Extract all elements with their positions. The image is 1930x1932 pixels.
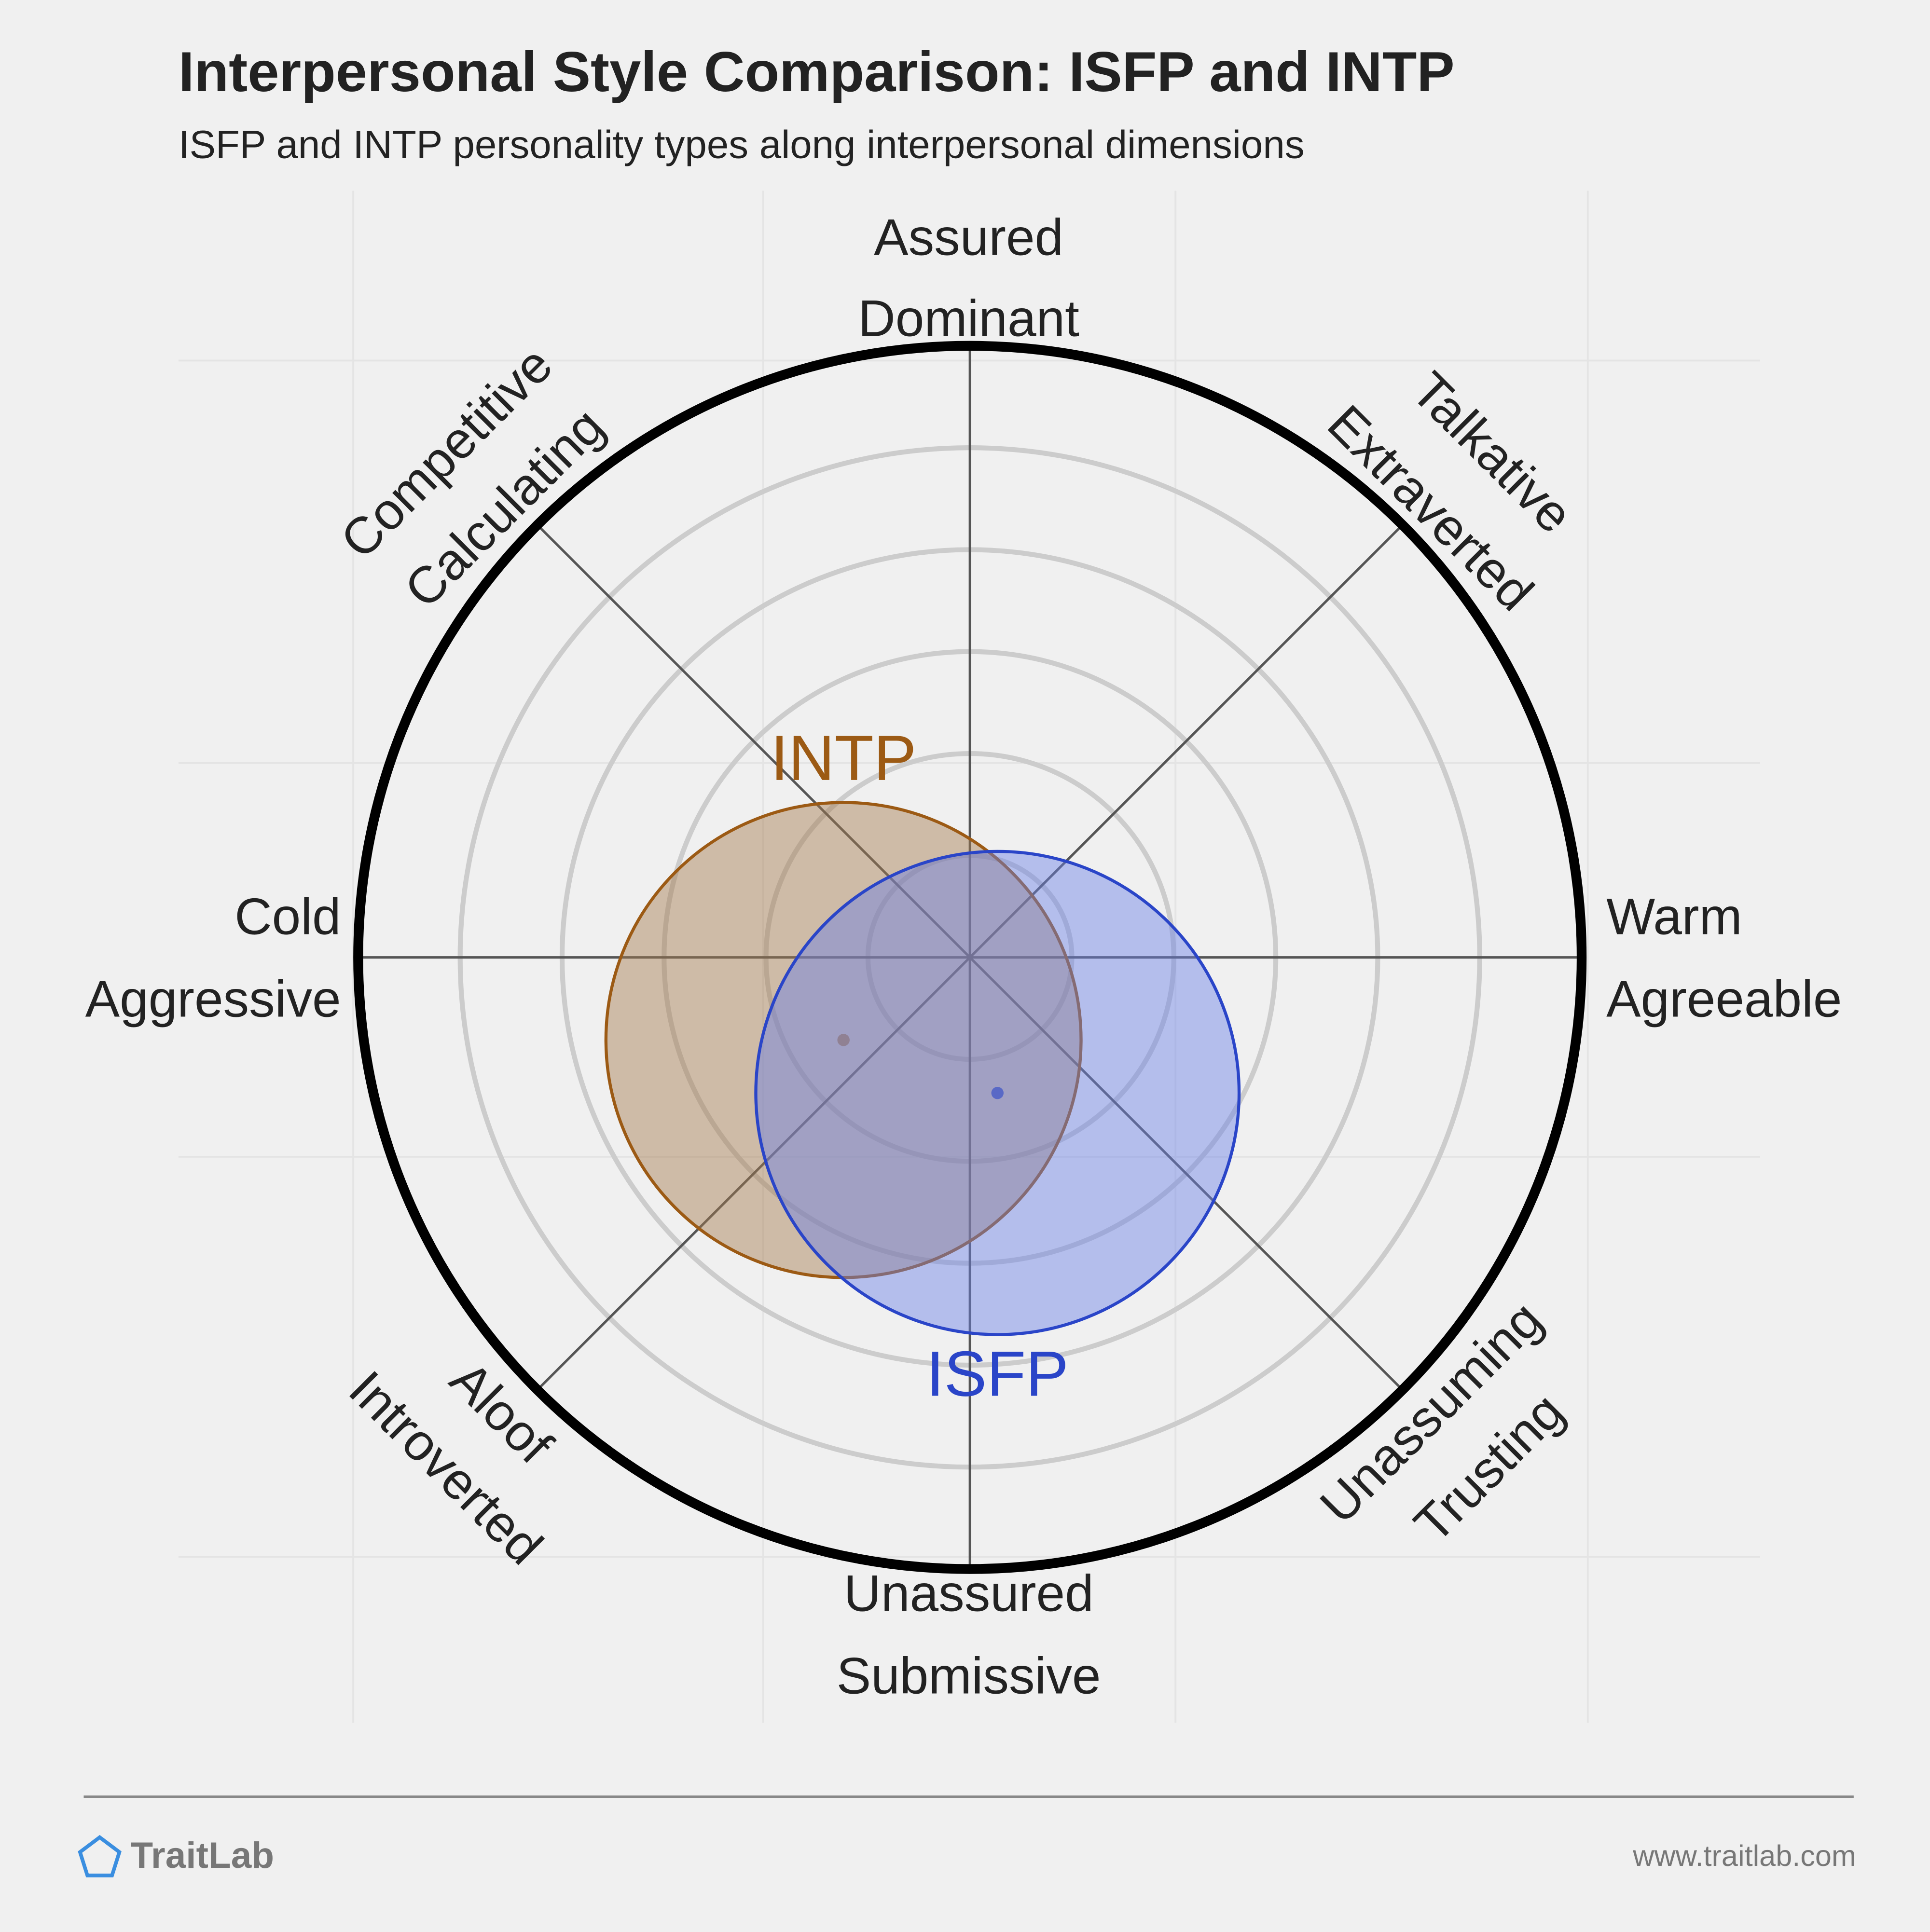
axis-label: Unassured [844,1564,1094,1622]
outer-ring [353,341,1587,1574]
brand: TraitLab [130,1835,274,1876]
type-label: ISFP [926,1338,1069,1410]
axis-label: Submissive [837,1646,1101,1704]
axis-label: Assured [874,208,1063,266]
chart-subtitle: ISFP and INTP personality types along in… [179,123,1305,167]
chart-title: Interpersonal Style Comparison: ISFP and… [179,40,1455,103]
url: www.traitlab.com [1632,1839,1856,1872]
axis-label: Cold [234,887,341,945]
axis-label: Warm [1606,887,1742,945]
axis-label: Aggressive [85,970,341,1028]
type-center [837,1034,850,1046]
type-label: INTP [771,723,916,794]
axis-label: Agreeable [1606,970,1842,1028]
axis-line [536,524,1404,1391]
type-center [991,1086,1004,1099]
logo-icon [78,1835,122,1877]
axis-label: Dominant [858,289,1079,347]
